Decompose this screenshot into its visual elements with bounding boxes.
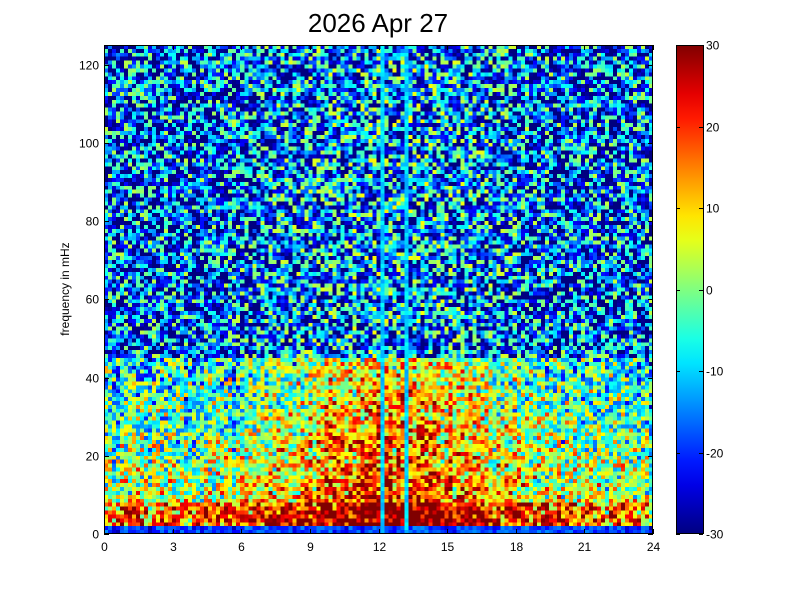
y-tick-label: 100 <box>79 137 99 151</box>
chart-title: 2026 Apr 27 <box>308 8 448 38</box>
x-tick-label: 15 <box>441 540 455 554</box>
y-tick-label: 40 <box>86 372 100 386</box>
colorbar: -30 -20 -10 0 10 20 30 <box>676 39 724 542</box>
y-tick-label: 20 <box>86 450 100 464</box>
y-tick-label: 120 <box>79 59 99 73</box>
colorbar-tick-label: 10 <box>706 202 720 216</box>
colorbar-tick-label: -30 <box>706 528 724 542</box>
x-tick-label: 18 <box>510 540 524 554</box>
y-tick-label: 0 <box>92 528 99 542</box>
colorbar-tick-label: -10 <box>706 365 724 379</box>
x-tick-label: 24 <box>647 540 661 554</box>
x-tick-label: 9 <box>307 540 314 554</box>
y-tick-label: 80 <box>86 215 100 229</box>
colorbar-frame <box>676 45 704 534</box>
colorbar-tick-label: 20 <box>706 121 720 135</box>
y-tick-label: 60 <box>86 293 100 307</box>
x-tick-label: 3 <box>170 540 177 554</box>
colorbar-tick-label: -20 <box>706 447 724 461</box>
spectrogram-plot-area <box>104 45 653 534</box>
x-tick-label: 0 <box>101 540 108 554</box>
x-tick-label: 6 <box>238 540 245 554</box>
plot-frame <box>104 45 653 534</box>
colorbar-ticks: -30 -20 -10 0 10 20 30 <box>676 39 724 542</box>
y-axis-label: frequency in mHz <box>58 242 72 335</box>
spectrogram-cells <box>104 45 653 534</box>
y-axis: 0 20 40 60 80 100 120 <box>79 59 653 542</box>
colorbar-gradient <box>676 45 703 534</box>
x-axis: 0 3 6 9 12 15 18 21 24 <box>101 45 660 554</box>
x-tick-label: 12 <box>373 540 387 554</box>
colorbar-tick-label: 0 <box>706 284 713 298</box>
x-tick-label: 21 <box>578 540 592 554</box>
colorbar-tick-label: 30 <box>706 39 720 53</box>
spectrogram-heatmap <box>104 45 653 534</box>
